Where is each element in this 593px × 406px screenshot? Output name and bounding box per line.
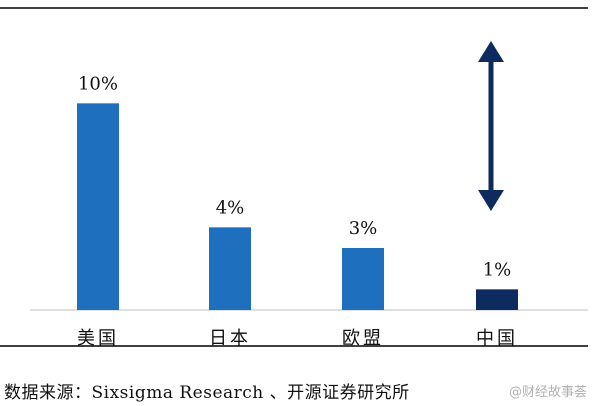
category-label-2: 日本 <box>209 328 251 349</box>
category-label-3: 欧盟 <box>342 328 384 349</box>
category-label-1: 美国 <box>77 328 119 349</box>
bar-2 <box>209 227 251 310</box>
watermark: @财经故事荟 <box>508 385 587 400</box>
source-note: 数据来源：Sixsigma Research 、开源证券研究所 <box>4 378 410 403</box>
data-label-2: 4% <box>216 197 245 218</box>
source-text: 数据来源：Sixsigma Research 、开源证券研究所 <box>4 383 410 403</box>
bar-chart: 10% 4% 3% 1% 美国 日本 欧盟 中国 <box>0 7 588 349</box>
bar-4 <box>476 289 518 310</box>
bar-1 <box>77 103 119 310</box>
data-label-3: 3% <box>349 218 378 239</box>
data-label-4: 1% <box>483 259 512 280</box>
category-label-4: 中国 <box>476 328 518 349</box>
bar-3 <box>342 248 384 310</box>
data-label-1: 10% <box>78 73 118 94</box>
double-arrow-annotation <box>478 41 504 211</box>
